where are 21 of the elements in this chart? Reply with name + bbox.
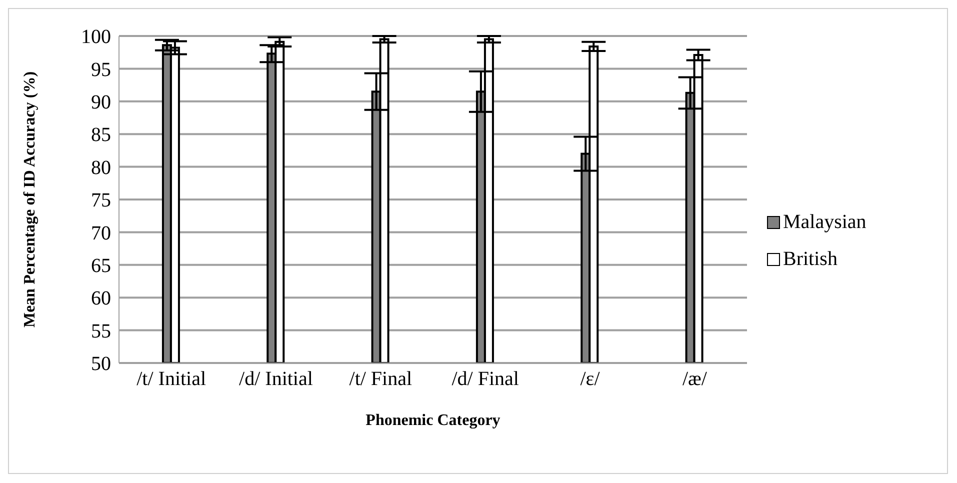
y-tick-label: 60 xyxy=(91,288,111,310)
x-tick-label: /t/ Initial xyxy=(136,368,206,390)
y-tick-label: 95 xyxy=(91,58,111,81)
x-tick-label: /æ/ xyxy=(682,368,708,390)
legend-label: Malaysian xyxy=(783,211,866,234)
x-tick-label: /d/ Final xyxy=(452,368,520,390)
y-tick-label: 50 xyxy=(91,353,111,376)
y-tick-label: 85 xyxy=(91,124,111,146)
y-tick-label: 75 xyxy=(91,190,111,212)
y-tick-label: 100 xyxy=(81,26,111,48)
y-tick-label: 90 xyxy=(91,92,111,114)
x-tick-label: /d/ Initial xyxy=(239,368,314,390)
y-tick-label: 80 xyxy=(91,156,111,179)
x-tick-label: /t/ Final xyxy=(349,368,412,390)
y-axis-title: Mean Percentage of ID Accuracy (%) xyxy=(22,71,39,328)
y-tick-label: 65 xyxy=(91,255,111,277)
x-tick-label: /ɛ/ xyxy=(580,368,600,390)
legend-label: British xyxy=(783,248,838,271)
x-axis-title: Phonemic Category xyxy=(366,412,500,429)
y-tick-label: 70 xyxy=(91,222,111,244)
y-tick-label: 55 xyxy=(91,320,111,342)
